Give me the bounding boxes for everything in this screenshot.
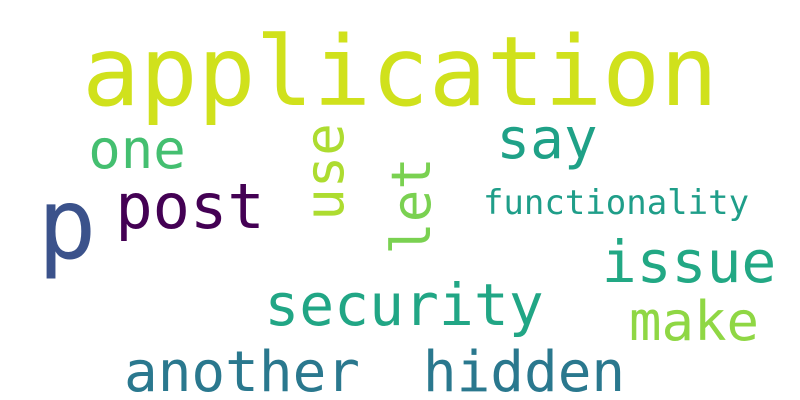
word-use: use — [293, 123, 356, 221]
word-p: p — [37, 168, 97, 282]
word-let: let — [380, 157, 443, 255]
word-hidden: hidden — [422, 340, 626, 400]
word-application: application — [82, 16, 718, 128]
word-functionality: functionality — [482, 183, 750, 223]
word-another: another — [123, 340, 361, 400]
word-make: make — [628, 290, 760, 353]
word-security: security — [264, 271, 544, 339]
word-post: post — [115, 170, 265, 243]
word-one: one — [88, 118, 186, 181]
word-issue: issue — [601, 228, 777, 296]
word-say: say — [496, 107, 598, 172]
